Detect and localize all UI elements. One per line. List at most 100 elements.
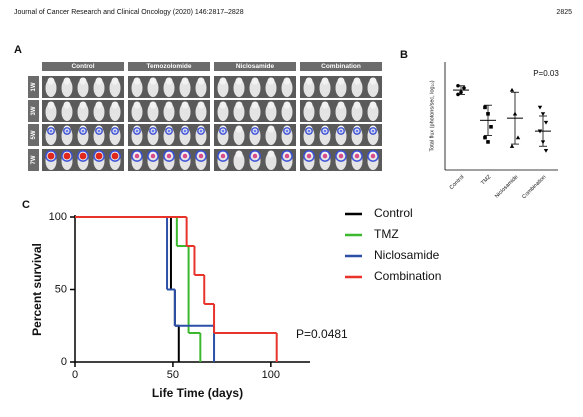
signal	[47, 127, 55, 135]
signal	[111, 127, 119, 135]
x-tick-label: 0	[72, 369, 78, 381]
signal-core	[252, 153, 258, 159]
mouse-head	[337, 101, 345, 109]
signal-core	[135, 129, 139, 133]
mouse-head	[95, 101, 103, 109]
mouse-head	[149, 101, 157, 109]
y-tick-label: 100	[49, 211, 67, 223]
mouse	[45, 103, 57, 121]
signal-core	[339, 129, 343, 133]
mouse-head	[181, 101, 189, 109]
signal	[133, 127, 141, 135]
signal-core	[220, 153, 226, 159]
signal-core	[63, 152, 71, 160]
mouse-head	[283, 101, 291, 109]
x-tick-label: Control	[449, 174, 466, 191]
mouse-head	[321, 125, 329, 133]
signal	[217, 150, 229, 162]
data-point	[537, 129, 543, 134]
data-point	[540, 140, 546, 145]
signal	[367, 150, 379, 162]
signal-core	[253, 129, 257, 133]
data-point	[486, 140, 490, 144]
mouse-head	[165, 101, 173, 109]
mouse	[163, 103, 175, 121]
row-label-bg	[28, 124, 39, 146]
data-point	[489, 125, 493, 129]
signal	[163, 150, 175, 162]
signal-core	[65, 129, 69, 133]
mouse-head	[369, 101, 377, 109]
signal-core	[150, 153, 156, 159]
mouse	[303, 79, 315, 97]
mouse-head	[63, 77, 71, 85]
signal	[303, 150, 315, 162]
mouse	[195, 79, 207, 97]
data-point	[509, 87, 515, 92]
panel-label: B	[400, 49, 408, 61]
column-header: Combination	[321, 63, 361, 70]
mouse	[109, 103, 121, 121]
mouse-head	[165, 125, 173, 133]
mouse-head	[219, 125, 227, 133]
row-label-bg	[28, 100, 39, 122]
mouse	[195, 103, 207, 121]
panel-label: A	[14, 44, 22, 56]
mouse-head	[321, 101, 329, 109]
signal	[131, 150, 143, 162]
signal-core	[97, 129, 101, 133]
mouse-head	[111, 101, 119, 109]
mouse	[217, 79, 229, 97]
mouse	[319, 79, 331, 97]
legend-label: Niclosamide	[374, 248, 440, 262]
data-point	[540, 112, 546, 117]
panel-label: C	[22, 199, 30, 211]
mouse-head	[305, 125, 313, 133]
signal-core	[49, 129, 53, 133]
data-point	[456, 83, 460, 88]
mouse-head	[63, 101, 71, 109]
signal	[369, 127, 377, 135]
row-label-bg	[28, 76, 39, 98]
mouse	[265, 103, 277, 121]
signal	[147, 150, 159, 162]
signal	[179, 150, 191, 162]
mouse	[351, 79, 363, 97]
mouse-head	[47, 101, 55, 109]
data-point	[456, 92, 460, 97]
mouse	[61, 79, 73, 97]
signal	[77, 150, 89, 162]
signal	[321, 127, 329, 135]
mouse	[93, 79, 105, 97]
mouse-head	[79, 77, 87, 85]
mouse-head	[305, 101, 313, 109]
mouse	[217, 103, 229, 121]
mouse	[233, 152, 245, 170]
signal	[353, 127, 361, 135]
mouse-head	[369, 77, 377, 85]
mouse-head	[235, 77, 243, 85]
mouse-head	[149, 125, 157, 133]
mouse-head	[283, 77, 291, 85]
signal	[305, 127, 313, 135]
row-label: 7W	[31, 155, 37, 164]
mouse-head	[111, 125, 119, 133]
signal	[337, 127, 345, 135]
signal-core	[134, 153, 140, 159]
column-header-bg	[42, 62, 124, 71]
journal-header: Journal of Cancer Research and Clinical …	[14, 9, 244, 16]
mouse-head	[251, 101, 259, 109]
mouse	[335, 79, 347, 97]
mouse	[109, 79, 121, 97]
signal	[79, 127, 87, 135]
mouse	[233, 103, 245, 121]
mouse	[61, 103, 73, 121]
mouse-head	[181, 77, 189, 85]
mouse-head	[95, 125, 103, 133]
mouse	[179, 103, 191, 121]
signal	[283, 127, 291, 135]
mouse	[147, 79, 159, 97]
mouse-head	[251, 125, 259, 133]
mouse-head	[353, 125, 361, 133]
